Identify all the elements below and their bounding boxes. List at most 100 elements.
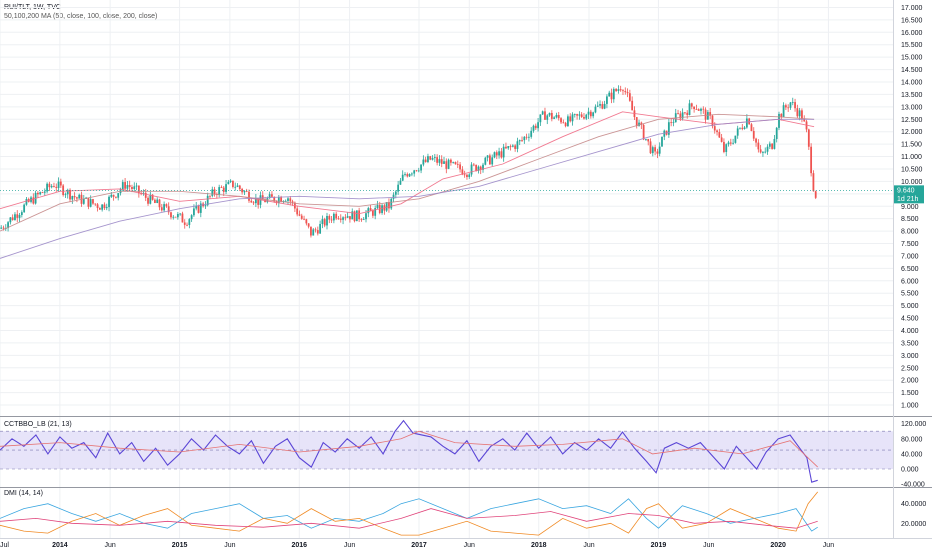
candle-body [273, 196, 276, 202]
candle-body [562, 122, 565, 124]
candle-body [640, 122, 643, 125]
candle-body [66, 189, 69, 195]
candle-body [291, 201, 294, 203]
candle-body [798, 110, 801, 117]
candle-body [475, 164, 478, 171]
candle-body [360, 219, 363, 221]
candle-body [367, 208, 370, 214]
candle-body [236, 185, 239, 187]
candle-body [429, 156, 432, 160]
candle-body [438, 159, 441, 163]
candle-body [9, 217, 12, 223]
x-tick-label: 2019 [651, 542, 667, 549]
candle-body [147, 197, 149, 204]
candle-body [606, 96, 608, 104]
y-tick-label: 6.500 [901, 266, 919, 273]
candle-body [213, 189, 216, 195]
candle-body [330, 219, 333, 221]
y-tick-label: 7.500 [901, 241, 919, 248]
candle-body [782, 105, 785, 118]
candle-body [271, 194, 273, 197]
candle-body [594, 106, 597, 113]
candle-body [612, 89, 615, 100]
candle-body [39, 192, 42, 195]
candle-body [206, 195, 209, 206]
candle-body [399, 180, 402, 185]
candle-body [314, 229, 317, 231]
candle-body [195, 205, 198, 209]
candle-body [243, 191, 246, 193]
cci-tick-label: 0.000 [901, 467, 919, 474]
candle-body [778, 113, 780, 128]
candle-body [555, 114, 558, 118]
candle-body [773, 138, 776, 149]
candle-body [500, 151, 503, 158]
candle-body [700, 108, 702, 111]
candle-body [135, 185, 138, 187]
candle-body [181, 213, 184, 223]
candle-body [780, 113, 783, 118]
candle-body [518, 140, 521, 142]
candle-body [645, 138, 647, 140]
y-tick-label: 14.000 [901, 80, 923, 87]
candle-body [321, 219, 324, 224]
candle-body [573, 114, 576, 115]
candle-body [534, 125, 537, 129]
candle-body [642, 124, 645, 140]
candle-body [649, 141, 652, 154]
candle-body [353, 211, 356, 222]
candle-body [410, 173, 413, 175]
candle-body [686, 112, 689, 116]
candle-body [78, 194, 81, 199]
candle-body [796, 108, 799, 117]
candle-body [486, 155, 489, 158]
candle-body [420, 164, 422, 171]
ma-100-line [0, 113, 815, 232]
candle-body [599, 104, 601, 106]
y-tick-label: 1.500 [901, 390, 919, 397]
candle-body [814, 191, 817, 198]
candle-body [771, 143, 774, 149]
candle-body [491, 157, 494, 165]
candle-body [440, 159, 443, 164]
x-tick-label: Jun [583, 542, 594, 549]
candle-body [284, 200, 287, 202]
candle-body [548, 112, 551, 116]
candle-body [316, 230, 319, 234]
y-tick-label: 1.000 [901, 403, 919, 410]
candle-body [355, 210, 358, 222]
candle-body [362, 219, 365, 221]
candle-body [103, 204, 106, 209]
candle-body [394, 191, 397, 195]
candle-body [745, 118, 748, 128]
candle-body [762, 152, 764, 153]
candle-body [734, 135, 737, 143]
y-tick-label: 16.000 [901, 30, 923, 37]
candle-body [20, 212, 23, 216]
candle-body [810, 146, 813, 174]
candle-body [720, 137, 723, 142]
candle-body [495, 152, 498, 156]
ma-50-line [0, 111, 815, 215]
y-tick-label: 11.000 [901, 154, 922, 161]
candle-body [388, 202, 390, 209]
candle-body [96, 204, 99, 208]
candle-body [115, 196, 117, 198]
candle-body [704, 109, 707, 120]
candle-body [149, 194, 152, 204]
candle-body [69, 189, 71, 200]
candle-body [807, 129, 810, 147]
candle-body [463, 174, 466, 176]
candle-body [112, 194, 115, 197]
candle-body [323, 219, 326, 226]
candle-body [227, 181, 230, 185]
candle-body [528, 136, 530, 138]
candle-body [610, 92, 613, 100]
candle-body [209, 195, 211, 197]
y-tick-label: 6.000 [901, 278, 919, 285]
candle-body [525, 136, 528, 138]
y-tick-label: 9.000 [901, 204, 919, 211]
candle-body [596, 105, 599, 107]
candle-body [417, 170, 420, 172]
